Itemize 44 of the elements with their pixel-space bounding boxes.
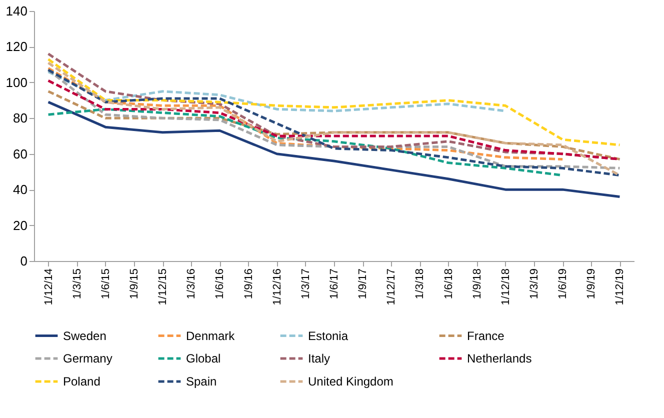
x-tick-label: 1/12/16 (271, 268, 284, 306)
y-tick-label: 0 (20, 254, 28, 268)
legend-label: Global (186, 352, 221, 366)
legend-label: Denmark (186, 328, 236, 343)
legend-label: Estonia (308, 328, 348, 343)
x-tick-label: 1/3/19 (528, 268, 540, 300)
x-tick-label: 1/3/18 (414, 268, 426, 300)
legend-label: United Kingdom (308, 374, 394, 388)
line-series (47, 66, 564, 160)
line-series (47, 52, 621, 160)
x-tick-label: 1/12/17 (386, 268, 398, 306)
x-tick-label: 1/12/19 (614, 268, 626, 306)
x-tick-label: 1/3/16 (186, 268, 198, 300)
legend-label: Netherlands (467, 352, 532, 366)
y-tick-label: 60 (13, 146, 28, 162)
x-tick-label: 1/3/17 (300, 268, 312, 300)
legend-label: Italy (308, 352, 330, 366)
line-series (47, 100, 621, 198)
y-tick-label: 100 (6, 74, 28, 90)
x-tick-label: 1/6/19 (557, 268, 570, 300)
x-tick-label: 1/6/15 (100, 268, 112, 300)
x-tick-label: 1/12/14 (42, 268, 55, 306)
x-tick-label: 1/6/18 (442, 268, 455, 300)
y-tick-label: 40 (13, 182, 28, 198)
x-tick-label: 1/12/15 (157, 268, 170, 306)
x-tick-label: 1/6/16 (214, 268, 226, 300)
legend-label: Germany (63, 352, 112, 366)
x-tick-label: 1/6/17 (328, 268, 340, 300)
y-tick-label: 20 (13, 218, 28, 233)
x-tick-label: 1/9/19 (586, 268, 598, 300)
legend-label: France (467, 328, 505, 343)
x-tick-label: 1/9/15 (128, 268, 140, 300)
legend-label: Spain (186, 374, 217, 388)
x-tick-label: 1/3/15 (71, 268, 84, 300)
legend-label: Sweden (63, 328, 106, 343)
x-tick-label: 1/9/18 (471, 268, 484, 300)
line-series (47, 58, 621, 146)
x-tick-label: 1/9/16 (242, 268, 255, 300)
x-tick-label: 1/9/17 (357, 268, 370, 300)
legend-label: Poland (63, 374, 100, 388)
x-tick-label: 1/12/18 (500, 268, 512, 306)
y-tick-label: 140 (6, 4, 28, 18)
y-tick-label: 120 (6, 39, 28, 54)
y-tick-label: 80 (13, 110, 28, 126)
